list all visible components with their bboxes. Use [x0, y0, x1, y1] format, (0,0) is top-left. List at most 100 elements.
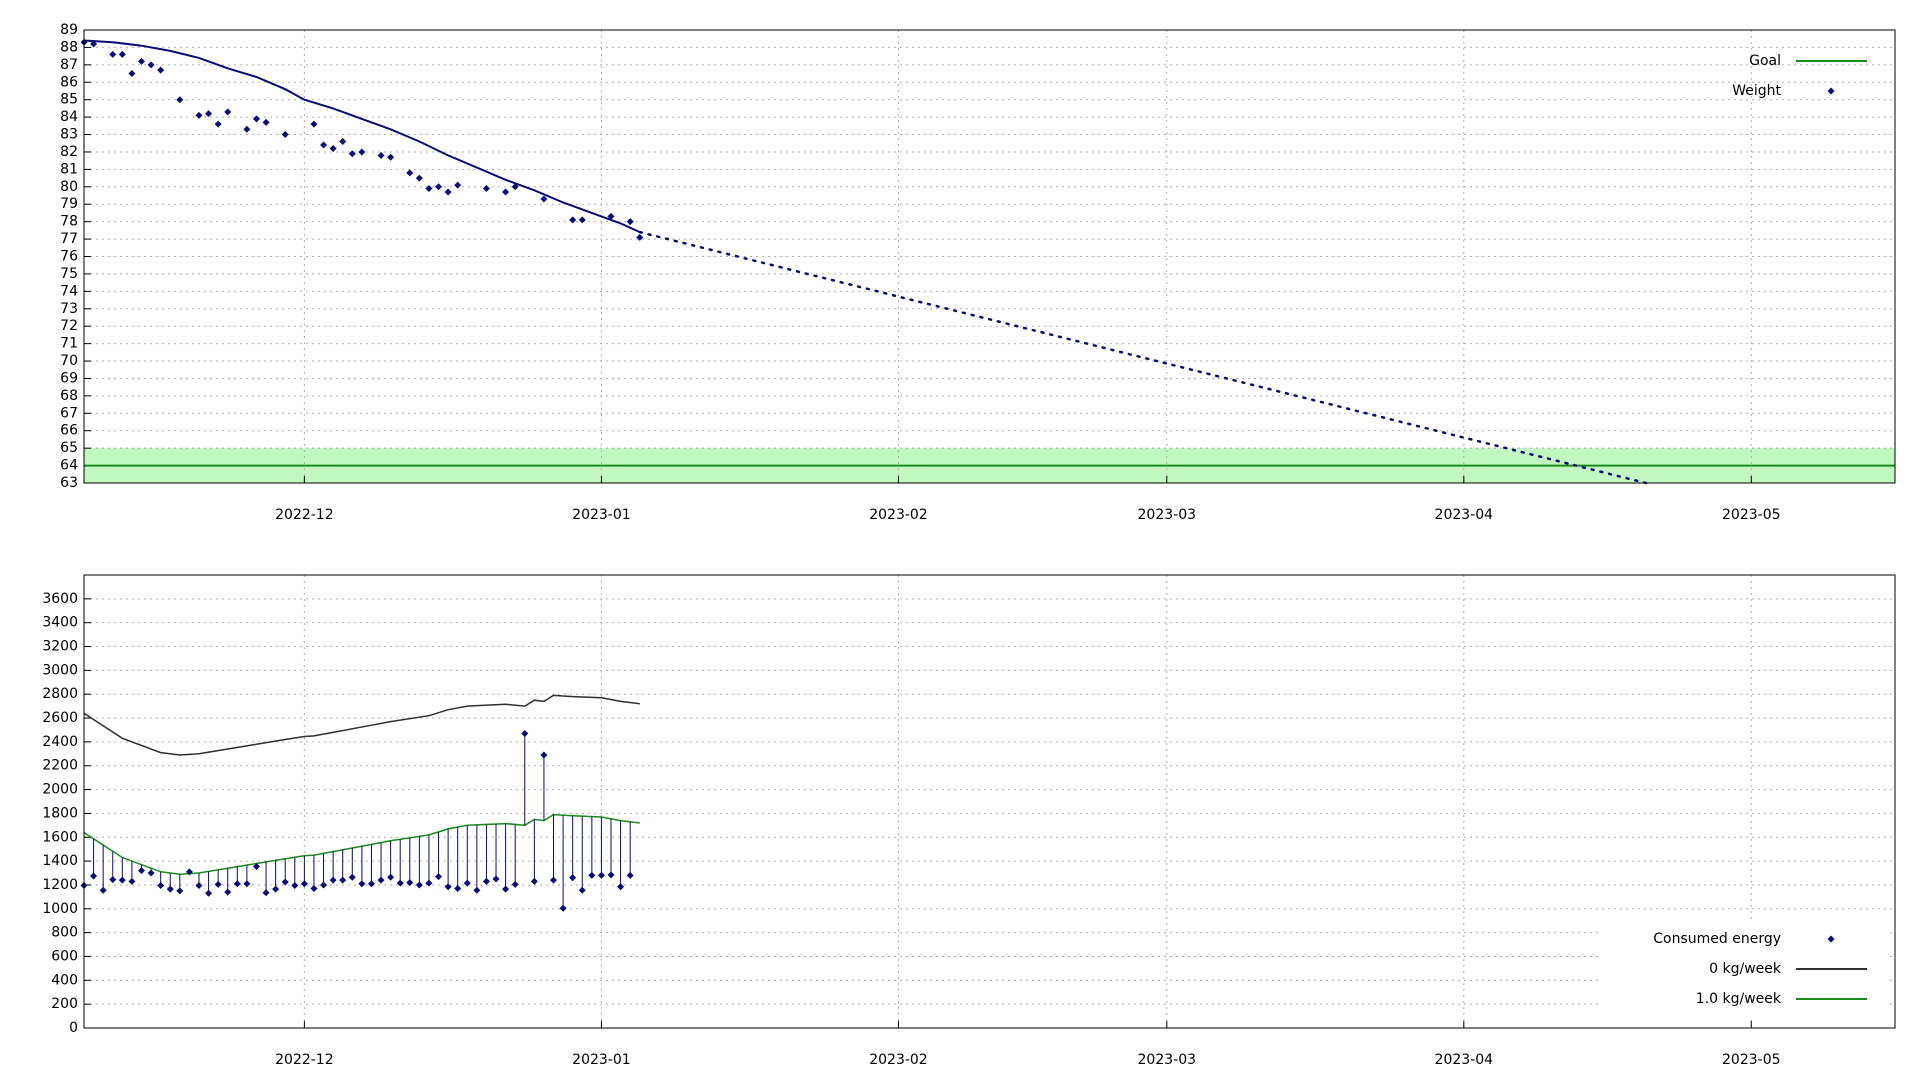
point: [339, 876, 347, 884]
point: [224, 108, 232, 116]
legend-label: 1.0 kg/week: [1696, 991, 1782, 1007]
y-tick-label: 2200: [42, 758, 78, 774]
point: [540, 751, 548, 759]
line: [83, 694, 640, 756]
frame: [83, 574, 1896, 1029]
point: [185, 868, 193, 876]
point: [348, 150, 356, 158]
point: [569, 874, 577, 882]
point: [118, 876, 126, 884]
point: [262, 889, 270, 897]
y-tick-label: 1200: [42, 877, 78, 893]
point: [109, 876, 117, 884]
point: [530, 877, 538, 885]
y-tick-label: 73: [60, 301, 78, 317]
point: [205, 110, 213, 118]
point: [224, 888, 232, 896]
point: [387, 873, 395, 881]
point: [578, 886, 586, 894]
y-tick-label: 70: [60, 353, 78, 369]
point: [137, 57, 145, 65]
point: [329, 876, 337, 884]
y-tick-label: 76: [60, 249, 78, 265]
point: [377, 151, 385, 159]
point: [157, 882, 165, 890]
point: [281, 878, 289, 886]
point: [243, 125, 251, 133]
y-tick-label: 87: [60, 57, 78, 73]
y-tick-label: 1400: [42, 853, 78, 869]
point: [415, 881, 423, 889]
point: [435, 873, 443, 881]
point: [511, 183, 519, 191]
x-tick-label: 2022-12: [275, 507, 334, 523]
y-tick-label: 2400: [42, 734, 78, 750]
y-tick-label: 74: [60, 283, 78, 299]
point: [128, 70, 136, 78]
y-tick-label: 77: [60, 231, 78, 247]
point: [214, 120, 222, 128]
point: [540, 195, 548, 203]
frame: [83, 29, 1896, 484]
y-tick-label: 67: [60, 405, 78, 421]
point: [252, 115, 260, 123]
y-tick-label: 85: [60, 92, 78, 108]
y-tick-label: 3000: [42, 662, 78, 678]
point: [502, 885, 510, 893]
point: [137, 867, 145, 875]
legend-label: Weight: [1732, 83, 1781, 99]
legend-marker: [1827, 935, 1835, 943]
point: [118, 50, 126, 58]
y-tick-label: 1000: [42, 901, 78, 917]
point: [205, 889, 213, 897]
point: [607, 212, 615, 220]
point: [233, 880, 241, 888]
point: [90, 40, 98, 48]
point: [367, 880, 375, 888]
point: [597, 871, 605, 879]
point: [195, 111, 203, 119]
point: [300, 880, 308, 888]
point: [109, 50, 117, 58]
point: [147, 869, 155, 877]
legend-label: Goal: [1749, 53, 1781, 69]
point: [387, 153, 395, 161]
point: [90, 872, 98, 880]
point: [607, 871, 615, 879]
point: [521, 730, 529, 738]
point: [272, 885, 280, 893]
y-tick-label: 200: [51, 996, 78, 1012]
point: [281, 131, 289, 139]
point: [358, 148, 366, 156]
y-tick-label: 84: [60, 109, 78, 125]
point: [176, 887, 184, 895]
point: [569, 216, 577, 224]
x-tick-label: 2023-04: [1435, 507, 1494, 523]
y-tick-label: 63: [60, 475, 78, 491]
point: [636, 233, 644, 241]
point: [425, 879, 433, 887]
point: [578, 216, 586, 224]
point: [406, 169, 414, 177]
x-tick-label: 2023-03: [1138, 1052, 1197, 1068]
x-tick-label: 2023-02: [869, 507, 928, 523]
y-tick-label: 71: [60, 336, 78, 352]
y-tick-label: 68: [60, 388, 78, 404]
x-tick-label: 2023-05: [1722, 1052, 1781, 1068]
line: [83, 39, 641, 234]
y-tick-label: 2600: [42, 710, 78, 726]
point: [550, 876, 558, 884]
y-tick-label: 72: [60, 318, 78, 334]
point: [128, 877, 136, 885]
y-tick-label: 89: [60, 22, 78, 38]
y-tick-label: 3200: [42, 639, 78, 655]
point: [396, 879, 404, 887]
point: [473, 886, 481, 894]
point: [626, 871, 634, 879]
line: [83, 813, 640, 875]
point: [559, 904, 567, 912]
point: [377, 876, 385, 884]
